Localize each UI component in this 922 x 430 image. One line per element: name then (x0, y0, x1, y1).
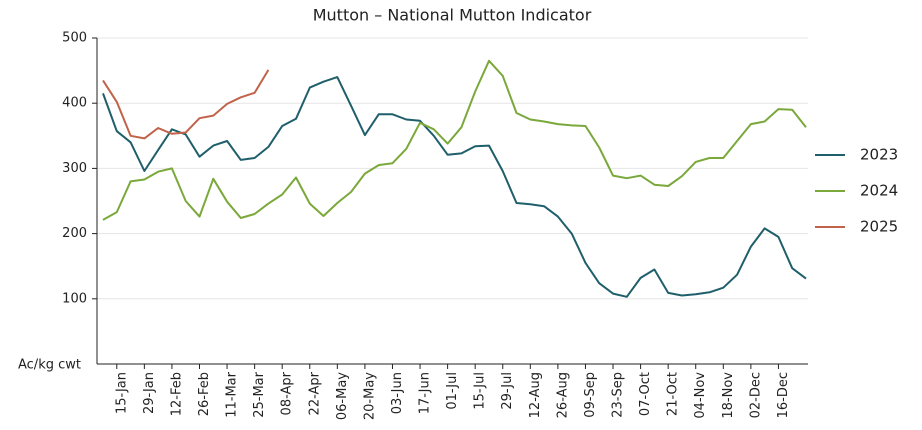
x-tick-label: 12-Feb (169, 372, 184, 416)
series-line (102, 69, 270, 140)
x-tick-label: 03-Jun (390, 372, 405, 414)
x-tick-label: 29-Jul (500, 372, 515, 410)
y-tick-label: 400 (62, 96, 87, 111)
x-tick-label: 20-May (362, 372, 377, 420)
chart-title: Mutton – National Mutton Indicator (313, 6, 592, 25)
x-tick-label: 16-Dec (776, 372, 791, 418)
legend-label: 2025 (860, 218, 898, 236)
y-tick-label: 100 (62, 291, 87, 306)
legend-label: 2024 (860, 182, 898, 200)
y-axis-label: Ac/kg cwt (18, 358, 81, 373)
series-line (102, 76, 807, 298)
legend-label: 2023 (860, 146, 898, 164)
x-tick-label: 29-Jan (142, 372, 157, 414)
x-tick-label: 23-Sep (611, 372, 626, 418)
x-tick-label: 09-Sep (583, 372, 598, 418)
x-tick-label: 11-Mar (225, 371, 240, 417)
x-tick-label: 02-Dec (748, 372, 763, 418)
x-tick-label: 07-Oct (638, 372, 653, 416)
x-tick-label: 26-Aug (555, 372, 570, 418)
y-tick-label: 300 (62, 161, 87, 176)
x-tick-label: 21-Oct (666, 372, 681, 416)
x-tick-label: 12-Aug (528, 372, 543, 418)
x-tick-label: 22-Apr (307, 371, 322, 415)
x-tick-label: 04-Nov (693, 372, 708, 419)
x-tick-label: 01-Jul (445, 372, 460, 410)
x-tick-label: 25-Mar (252, 371, 267, 417)
y-tick-label: 500 (62, 31, 87, 46)
x-tick-label: 26-Feb (197, 372, 212, 416)
x-tick-label: 15-Jan (114, 372, 129, 414)
x-tick-label: 18-Nov (721, 372, 736, 419)
x-tick-label: 08-Apr (280, 371, 295, 415)
series-line (102, 59, 807, 221)
x-tick-label: 15-Jul (473, 372, 488, 410)
y-tick-label: 200 (62, 226, 87, 241)
x-tick-label: 06-May (335, 372, 350, 420)
x-tick-label: 17-Jun (418, 372, 433, 414)
